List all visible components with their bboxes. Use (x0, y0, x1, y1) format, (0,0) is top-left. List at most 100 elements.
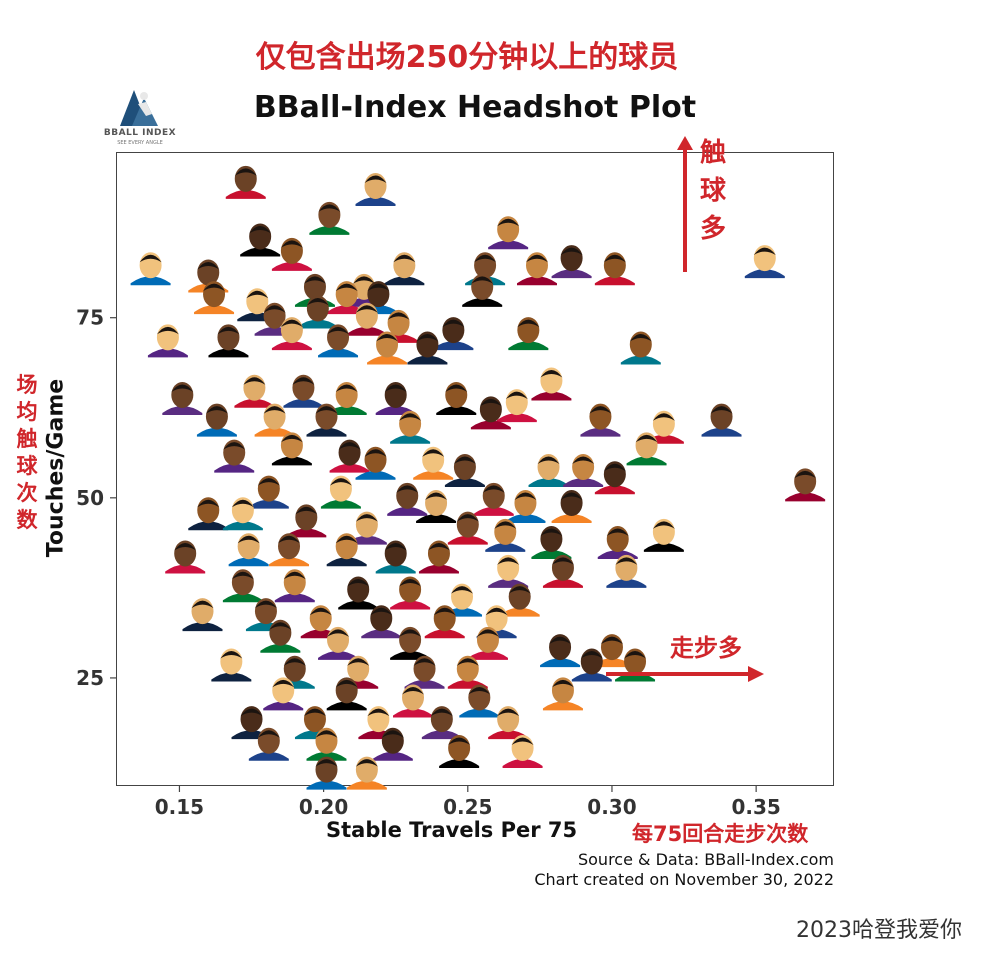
player-headshot-point (416, 490, 457, 524)
player-headshot-point (626, 432, 667, 466)
created-note: Chart created on November 30, 2022 (534, 870, 834, 889)
y-tick-label: 50 (76, 486, 104, 510)
player-headshot-point (263, 677, 304, 711)
x-axis-label-cn: 每75回合走步次数 (632, 822, 809, 846)
player-headshot-point (531, 367, 572, 401)
player-headshot-point (571, 648, 612, 682)
player-headshot-point (165, 540, 206, 574)
player-headshot-point (271, 432, 312, 466)
player-headshot-point (540, 634, 581, 668)
player-headshot-point (320, 475, 361, 509)
watermark: 2023哈登我爱你 (796, 918, 962, 943)
player-headshot-point (326, 677, 367, 711)
player-headshot-point (531, 526, 572, 560)
player-headshot-point (563, 454, 604, 487)
player-headshot-point (436, 381, 477, 415)
player-headshot-point (444, 454, 485, 487)
y-tick-label: 25 (76, 666, 104, 690)
player-headshot-point (196, 403, 237, 437)
player-headshot-point (286, 504, 327, 538)
player-headshot-point (467, 626, 508, 660)
x-tick-label: 0.20 (299, 795, 348, 819)
player-headshot-point (542, 677, 583, 711)
player-headshot-point (516, 252, 557, 286)
player-headshot-point (393, 684, 434, 718)
player-headshot-point (274, 569, 315, 603)
x-tick-label: 0.35 (731, 795, 780, 819)
x-tick-label: 0.25 (443, 795, 492, 819)
chart-title: BBall-Index Headshot Plot (253, 90, 697, 125)
player-headshot-point (390, 576, 431, 610)
plot-panel (116, 152, 834, 786)
player-headshot-point (508, 317, 549, 351)
player-headshot-point (407, 331, 448, 365)
x-tick-label: 0.15 (155, 795, 204, 819)
player-headshot-point (248, 727, 289, 761)
player-headshot-point (404, 655, 445, 689)
player-headshot-point (188, 497, 229, 531)
player-headshot-point (594, 252, 635, 286)
player-headshot-point (594, 461, 635, 495)
player-headshot-point (306, 727, 347, 761)
player-headshot-point (271, 237, 312, 271)
player-headshot-point (424, 605, 465, 639)
player-headshot-point (488, 554, 529, 588)
player-headshot-point (309, 201, 350, 235)
player-headshot-point (505, 490, 546, 524)
player-headshot-point (701, 403, 742, 437)
player-headshot-point (597, 526, 638, 560)
player-headshot-point (194, 281, 235, 315)
player-headshot-point (338, 576, 379, 610)
player-headshot-point (488, 706, 529, 740)
x-axis-label: Stable Travels Per 75 (326, 818, 578, 842)
player-headshot-point (228, 533, 269, 567)
player-headshot-point (254, 403, 295, 437)
player-headshot-point (260, 619, 301, 653)
more-travels-annotation: 走步多 (670, 634, 742, 662)
player-headshot-point (470, 396, 511, 430)
player-headshot-point (418, 540, 459, 574)
player-headshot-point (439, 734, 480, 768)
player-headshot-point (248, 475, 289, 509)
player-headshot-point (433, 317, 474, 351)
player-headshot-point (234, 374, 275, 408)
player-headshot-point (551, 245, 592, 279)
top-note: 仅包含出场250分钟以上的球员 (255, 40, 679, 75)
player-headshot-point (372, 727, 413, 761)
player-headshot-point (643, 518, 684, 552)
player-headshot-point (346, 756, 387, 790)
player-headshot-point (355, 173, 396, 207)
player-headshot-point (499, 583, 540, 617)
player-headshot-point (147, 324, 188, 358)
player-headshot-point (485, 518, 526, 552)
player-headshot-point (620, 331, 661, 365)
up-arrow-icon (677, 136, 693, 272)
player-headshot-point (225, 165, 266, 199)
player-headshot-point (346, 302, 387, 336)
player-headshot-point (390, 626, 431, 660)
player-headshot-point (355, 446, 396, 480)
player-headshot-point (459, 684, 500, 718)
player-headshot-point (306, 756, 347, 790)
player-headshot-point (326, 533, 367, 567)
player-headshot-point (162, 381, 203, 415)
player-headshot-point (606, 554, 647, 588)
more-touches-annotation: 触球多 (699, 138, 726, 244)
player-headshot-point (785, 468, 826, 502)
player-headshot-point (222, 569, 263, 603)
player-headshot-point (182, 598, 223, 632)
player-headshot-point (283, 374, 324, 408)
player-headshot-point (361, 605, 402, 639)
player-headshot-point (488, 216, 529, 250)
player-headshot-point (551, 490, 592, 524)
player-headshot-point (222, 497, 263, 531)
player-headshot-point (375, 540, 416, 574)
player-headshot-point (387, 482, 428, 516)
player-headshot-point (390, 410, 431, 444)
player-headshot-point (211, 648, 252, 682)
player-headshot-point (473, 482, 514, 516)
player-headshot-point (367, 331, 408, 365)
player-headshot-point (318, 324, 359, 358)
player-headshot-point (329, 439, 370, 473)
